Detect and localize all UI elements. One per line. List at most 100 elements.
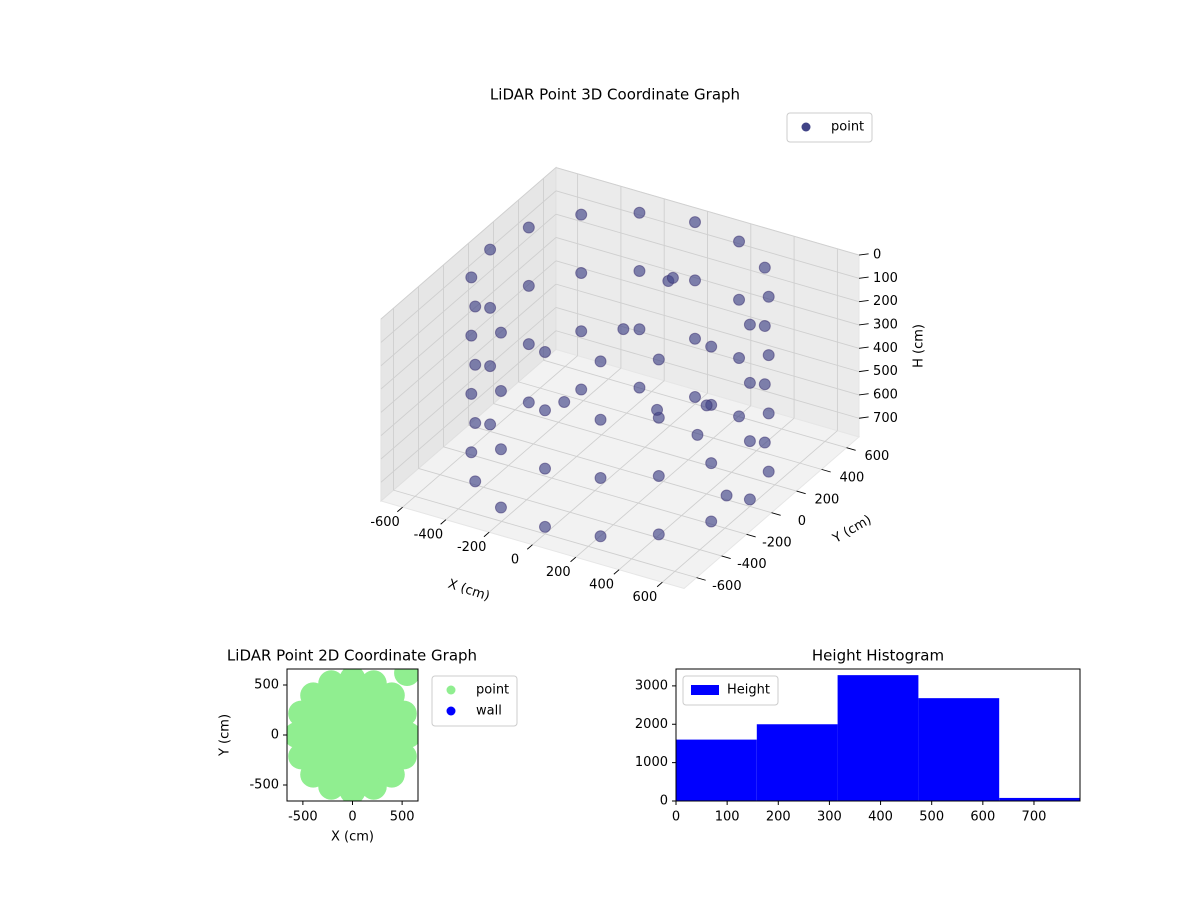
data-point [705, 457, 718, 470]
z-tick-label: 400 [873, 341, 898, 356]
z-tick-label: 600 [873, 387, 898, 402]
legend-label: point [831, 120, 864, 135]
data-point [617, 323, 630, 336]
y-tick-label: -200 [762, 536, 792, 551]
grid-line [380, 307, 557, 460]
tick-mark [696, 577, 706, 581]
y-tick-label: 600 [864, 449, 889, 464]
x-tick-label: 300 [817, 810, 842, 825]
x-tick-label: 400 [868, 810, 893, 825]
data-point [762, 290, 775, 303]
data-point [666, 271, 679, 284]
z-tick-label: 500 [873, 364, 898, 379]
data-point [689, 332, 701, 345]
data-point [394, 669, 418, 686]
data-point [689, 274, 701, 287]
data-point [758, 319, 771, 332]
x-tick-label: -500 [288, 810, 318, 825]
data-point [633, 265, 646, 278]
grid-line [380, 167, 557, 320]
bar [918, 698, 1000, 801]
y-tick-label: 400 [839, 471, 864, 486]
data-point [522, 338, 535, 351]
grid-line [518, 381, 822, 470]
tick-mark [821, 468, 831, 473]
tick-mark [613, 569, 620, 575]
grid-line [555, 283, 860, 373]
data-point [494, 501, 507, 514]
data-point [705, 340, 718, 353]
data-point [652, 470, 665, 483]
legend-box [682, 675, 779, 706]
tick-mark [746, 533, 756, 538]
grid-line [380, 190, 557, 343]
tick-mark [858, 276, 869, 279]
data-point [575, 208, 588, 221]
grid-line [555, 237, 860, 326]
data-point [594, 413, 607, 426]
tick-mark [846, 447, 856, 451]
data-point [762, 407, 775, 420]
y-tick-label: 1000 [635, 755, 668, 770]
grid-line [443, 446, 747, 535]
data-point [469, 417, 482, 430]
x-tick-label: 600 [632, 590, 657, 605]
data-point [539, 520, 551, 533]
data-point [758, 378, 771, 391]
chart-title: Height Histogram [812, 647, 944, 665]
data-point [689, 390, 701, 403]
data-point [484, 360, 497, 373]
data-point [720, 489, 733, 502]
bar [756, 724, 838, 801]
data-point [758, 436, 771, 449]
data-point [633, 206, 646, 219]
data-point [762, 465, 775, 478]
data-point [575, 266, 588, 279]
x-tick-label: 100 [715, 810, 740, 825]
data-point [633, 323, 646, 336]
z-tick-label: 0 [873, 248, 881, 263]
x-tick-label: -400 [414, 527, 444, 542]
grid-line [555, 260, 860, 349]
grid-line [380, 213, 557, 367]
x-tick-label: 500 [919, 810, 944, 825]
x-tick-label: -600 [370, 515, 400, 530]
legend-marker [446, 706, 456, 716]
data-point [733, 410, 746, 423]
data-point [539, 404, 551, 417]
z-tick-label: 700 [873, 411, 898, 426]
grid-line [555, 167, 860, 256]
legend-marker [801, 122, 811, 132]
data-point [522, 221, 535, 234]
z-tick-label: 200 [873, 294, 898, 309]
data-point [733, 352, 746, 365]
y-tick-label: 0 [798, 514, 806, 529]
data-point [558, 395, 571, 408]
legend-label: Height [727, 683, 770, 698]
grid-line [543, 359, 847, 449]
tick-mark [526, 544, 533, 550]
legend-label: point [476, 683, 509, 698]
data-point [469, 300, 482, 313]
data-point [762, 349, 775, 362]
grid-line [380, 237, 557, 390]
data-point [484, 418, 497, 431]
tick-mark [570, 556, 577, 563]
x-tick-label: -200 [457, 540, 487, 555]
data-point [575, 383, 588, 396]
data-point [733, 235, 746, 248]
data-point [594, 355, 607, 368]
grid-line [555, 190, 860, 279]
data-point [494, 443, 507, 456]
data-point [522, 279, 535, 292]
x-tick-label: 500 [390, 810, 415, 825]
grid-line [393, 489, 697, 579]
bar [999, 797, 1080, 801]
x-tick-label: 600 [970, 810, 995, 825]
z-tick-label: 300 [873, 317, 898, 332]
grid-line [493, 403, 797, 492]
tick-mark [796, 490, 806, 495]
y-tick-label: 0 [660, 794, 668, 809]
data-point [494, 384, 507, 397]
